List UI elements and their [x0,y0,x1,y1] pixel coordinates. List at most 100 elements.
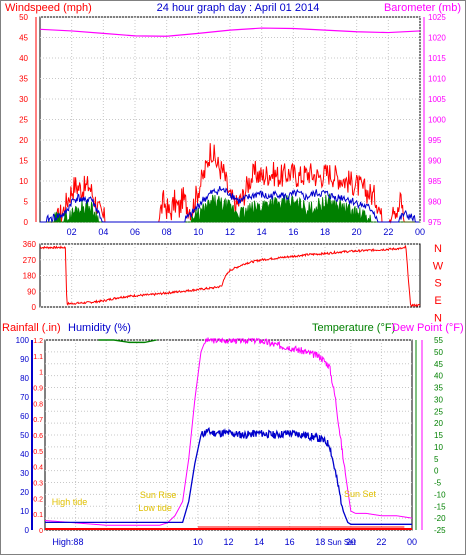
chart-title: 24 hour graph day : April 01 2014 [157,2,320,14]
x-tick-label: 14 [257,227,267,237]
humidity-tick-label: 90 [20,355,29,364]
x-tick-label: 12 [223,537,233,547]
temp-humidity-chart: -25-20-15-10-505101520253035404550550102… [16,336,446,547]
x-tick-label: 08 [162,227,172,237]
temperature-tick-label: 20 [434,419,443,428]
temperature-tick-label: 5 [434,455,439,464]
x-tick-label: 10 [193,537,203,547]
wind-tick-label: 25 [19,116,28,125]
wind-tick-label: 5 [24,198,29,207]
wind-tick-label: 50 [19,13,28,22]
rainfall-tick-label: 0.4 [33,465,43,472]
sunset-axis-label: Sun Set [327,538,356,547]
rainfall-tick-label: 1 [39,370,43,377]
barometer-line [39,27,421,37]
temperature-tick-label: 35 [434,384,443,393]
wind-axis-label: Windspeed (mph) [5,2,92,14]
x-tick-label: 20 [346,537,356,547]
wind-tick-label: 15 [19,157,28,166]
rainfall-tick-label: 0.6 [33,433,43,440]
temperature-tick-label: -20 [434,514,446,523]
humidity-tick-label: 0 [25,526,30,535]
temperature-tick-label: 25 [434,407,443,416]
high-label: High:88 [52,537,83,547]
x-tick-label: 18 [320,227,330,237]
rainfall-tick-label: 0.5 [33,449,43,456]
direction-tick-label: 90 [27,287,36,296]
temperature-line [44,336,413,526]
barometer-tick-label: 990 [428,157,442,166]
x-tick-label: 00 [407,537,417,547]
rainfall-tick-label: 1.1 [33,354,43,361]
humidity-tick-label: 80 [20,374,29,383]
temperature-tick-label: 0 [434,467,439,476]
compass-label: N [434,243,442,255]
temperature-tick-label: -10 [434,490,446,499]
compass-label: W [433,260,444,272]
wind-tick-label: 35 [19,75,28,84]
compass-label: S [434,278,441,290]
temperature-tick-label: 40 [434,372,443,381]
humidity-tick-label: 60 [20,412,29,421]
x-tick-label: 04 [98,227,108,237]
rainfall-tick-label: 0.7 [33,417,43,424]
temperature-tick-label: -5 [434,479,442,488]
temperature-tick-label: 30 [434,395,443,404]
wind-gust-line [40,143,420,224]
wind-barometer-chart: 0510152025303540455097598098599099510001… [19,13,446,237]
rainfall-tick-label: 0.1 [33,512,43,519]
x-tick-label: 12 [225,227,235,237]
dewpoint-axis-label: Dew Point (°F) [392,322,464,334]
rainfall-tick-label: 1.2 [33,338,43,345]
direction-tick-label: 270 [23,256,37,265]
humidity-line [45,426,412,525]
temperature-tick-label: 15 [434,431,443,440]
annotation-label: Sun Set [344,489,377,499]
humidity-axis-label: Humidity (%) [68,322,131,334]
rainfall-tick-label: 0 [39,528,43,535]
barometer-axis-label: Barometer (mb) [384,2,461,14]
temperature-tick-label: 10 [434,443,443,452]
humidity-tick-label: 10 [20,507,29,516]
x-tick-label: 20 [352,227,362,237]
dewpoint-line [98,339,157,344]
barometer-tick-label: 1010 [428,75,446,84]
wind-tick-label: 20 [19,136,28,145]
rainfall-tick-label: 0.9 [33,386,43,393]
barometer-tick-label: 1025 [428,13,446,22]
x-tick-label: 16 [285,537,295,547]
humidity-tick-label: 30 [20,469,29,478]
barometer-tick-label: 1015 [428,54,446,63]
direction-tick-label: 0 [32,303,37,312]
humidity-tick-label: 100 [16,336,30,345]
wind-tick-label: 0 [24,218,29,227]
x-tick-label: 06 [130,227,140,237]
temperature-tick-label: 50 [434,348,443,357]
x-tick-label: 22 [376,537,386,547]
wind-tick-label: 30 [19,95,28,104]
wind-direction-line [39,245,421,307]
barometer-tick-label: 1020 [428,34,446,43]
barometer-tick-label: 985 [428,177,442,186]
annotation-label: Low tide [138,503,172,513]
x-tick-label: 00 [415,227,425,237]
wind-tick-label: 40 [19,54,28,63]
wind-average-line [40,186,420,224]
humidity-tick-label: 20 [20,488,29,497]
temperature-axis-label: Temperature (°F) [312,322,395,334]
rainfall-tick-label: 0.8 [33,401,43,408]
x-tick-label: 14 [254,537,264,547]
rainfall-tick-label: 0.3 [33,481,43,488]
annotation-label: Sun Rise [140,490,177,500]
direction-tick-label: 180 [23,272,37,281]
temperature-tick-label: 45 [434,360,443,369]
annotation-label: High tide [52,497,88,507]
x-tick-label: 18 [315,537,325,547]
direction-tick-label: 360 [23,240,37,249]
temperature-tick-label: 55 [434,336,443,345]
compass-label: E [434,295,441,307]
barometer-tick-label: 995 [428,136,442,145]
